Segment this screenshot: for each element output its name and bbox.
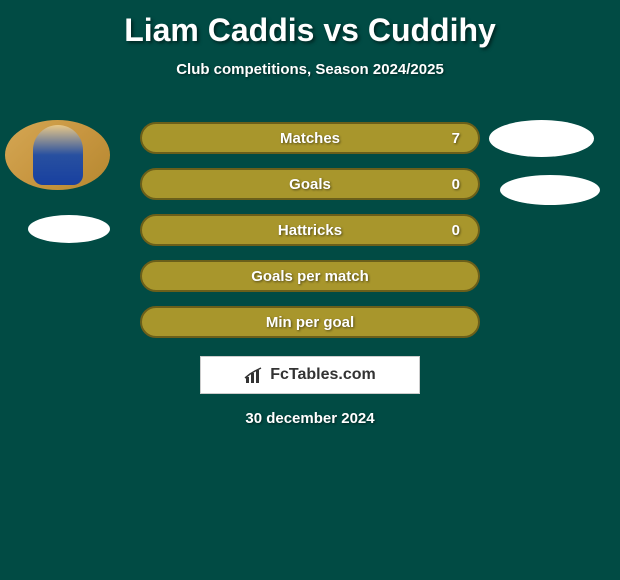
stat-bar-goals-per-match: Goals per match bbox=[140, 260, 480, 292]
placeholder-right-lower bbox=[500, 175, 600, 205]
comparison-title: Liam Caddis vs Cuddihy bbox=[0, 0, 620, 49]
stat-value: 0 bbox=[452, 222, 460, 239]
stat-value: 7 bbox=[452, 130, 460, 147]
comparison-subtitle: Club competitions, Season 2024/2025 bbox=[0, 61, 620, 78]
stat-label: Matches bbox=[280, 130, 340, 147]
player-right-avatar bbox=[489, 120, 594, 157]
player-left-avatar bbox=[5, 120, 110, 190]
stat-label: Goals per match bbox=[251, 268, 369, 285]
avatar-image-left bbox=[5, 120, 110, 190]
date-label: 30 december 2024 bbox=[0, 410, 620, 427]
stat-bar-goals: Goals 0 bbox=[140, 168, 480, 200]
stat-bar-hattricks: Hattricks 0 bbox=[140, 214, 480, 246]
stat-label: Hattricks bbox=[278, 222, 342, 239]
brand-attribution[interactable]: FcTables.com bbox=[200, 356, 420, 394]
stat-label: Min per goal bbox=[266, 314, 354, 331]
stat-value: 0 bbox=[452, 176, 460, 193]
chart-icon bbox=[244, 367, 264, 383]
brand-name: FcTables.com bbox=[270, 366, 376, 384]
stat-bar-min-per-goal: Min per goal bbox=[140, 306, 480, 338]
stat-label: Goals bbox=[289, 176, 331, 193]
stat-bar-matches: Matches 7 bbox=[140, 122, 480, 154]
stats-container: Matches 7 Goals 0 Hattricks 0 Goals per … bbox=[140, 122, 480, 352]
placeholder-left-lower bbox=[28, 215, 110, 243]
